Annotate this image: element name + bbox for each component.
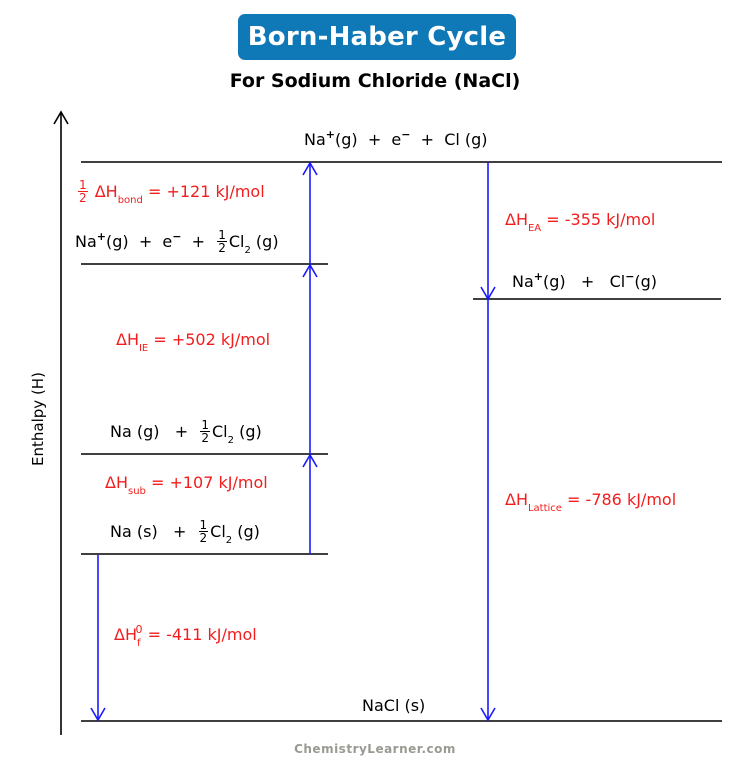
arrow-up-sub <box>302 453 318 468</box>
dh-formation-label: ΔHf0 = -411 kJ/mol <box>114 623 257 649</box>
y-axis <box>53 110 69 735</box>
label-na-ion-cl-ion: Na+(g) + Cl−(g) <box>512 270 658 291</box>
label-na-g-half-cl2: Na (g) + 1 2 Cl2 (g) <box>110 418 262 446</box>
page-title: Born-Haber Cycle <box>247 22 507 52</box>
arrow-down-lattice <box>480 707 496 722</box>
label-na-s-half-cl2: Na (s) + 1 2 Cl2 (g) <box>110 518 260 546</box>
label-na-ion-e-half-cl2: Na+(g) + e− + 1 2 Cl2 (g) <box>75 228 279 256</box>
arrow-up-bond <box>302 161 318 176</box>
dh-sub-label: ΔHsub = +107 kJ/mol <box>105 473 268 497</box>
energy-levels <box>81 161 722 722</box>
dh-ie-label: ΔHIE = +502 kJ/mol <box>116 330 271 354</box>
label-nacl-s: NaCl (s) <box>362 696 426 715</box>
label-top-level: Na+(g) + e− + Cl (g) <box>304 128 488 149</box>
dh-ea-label: ΔHEA = -355 kJ/mol <box>505 210 656 234</box>
title-badge: Born-Haber Cycle <box>238 14 516 60</box>
dh-lattice-label: ΔHLattice = -786 kJ/mol <box>505 490 677 514</box>
page-subtitle: For Sodium Chloride (NaCl) <box>229 70 521 92</box>
y-axis-label: Enthalpy (H) <box>29 372 47 466</box>
arrows <box>90 161 496 722</box>
watermark: ChemistryLearner.com <box>294 742 456 756</box>
arrow-down-formation <box>90 707 106 722</box>
arrow-up-ie <box>302 263 318 278</box>
arrow-down-ea <box>480 286 496 301</box>
